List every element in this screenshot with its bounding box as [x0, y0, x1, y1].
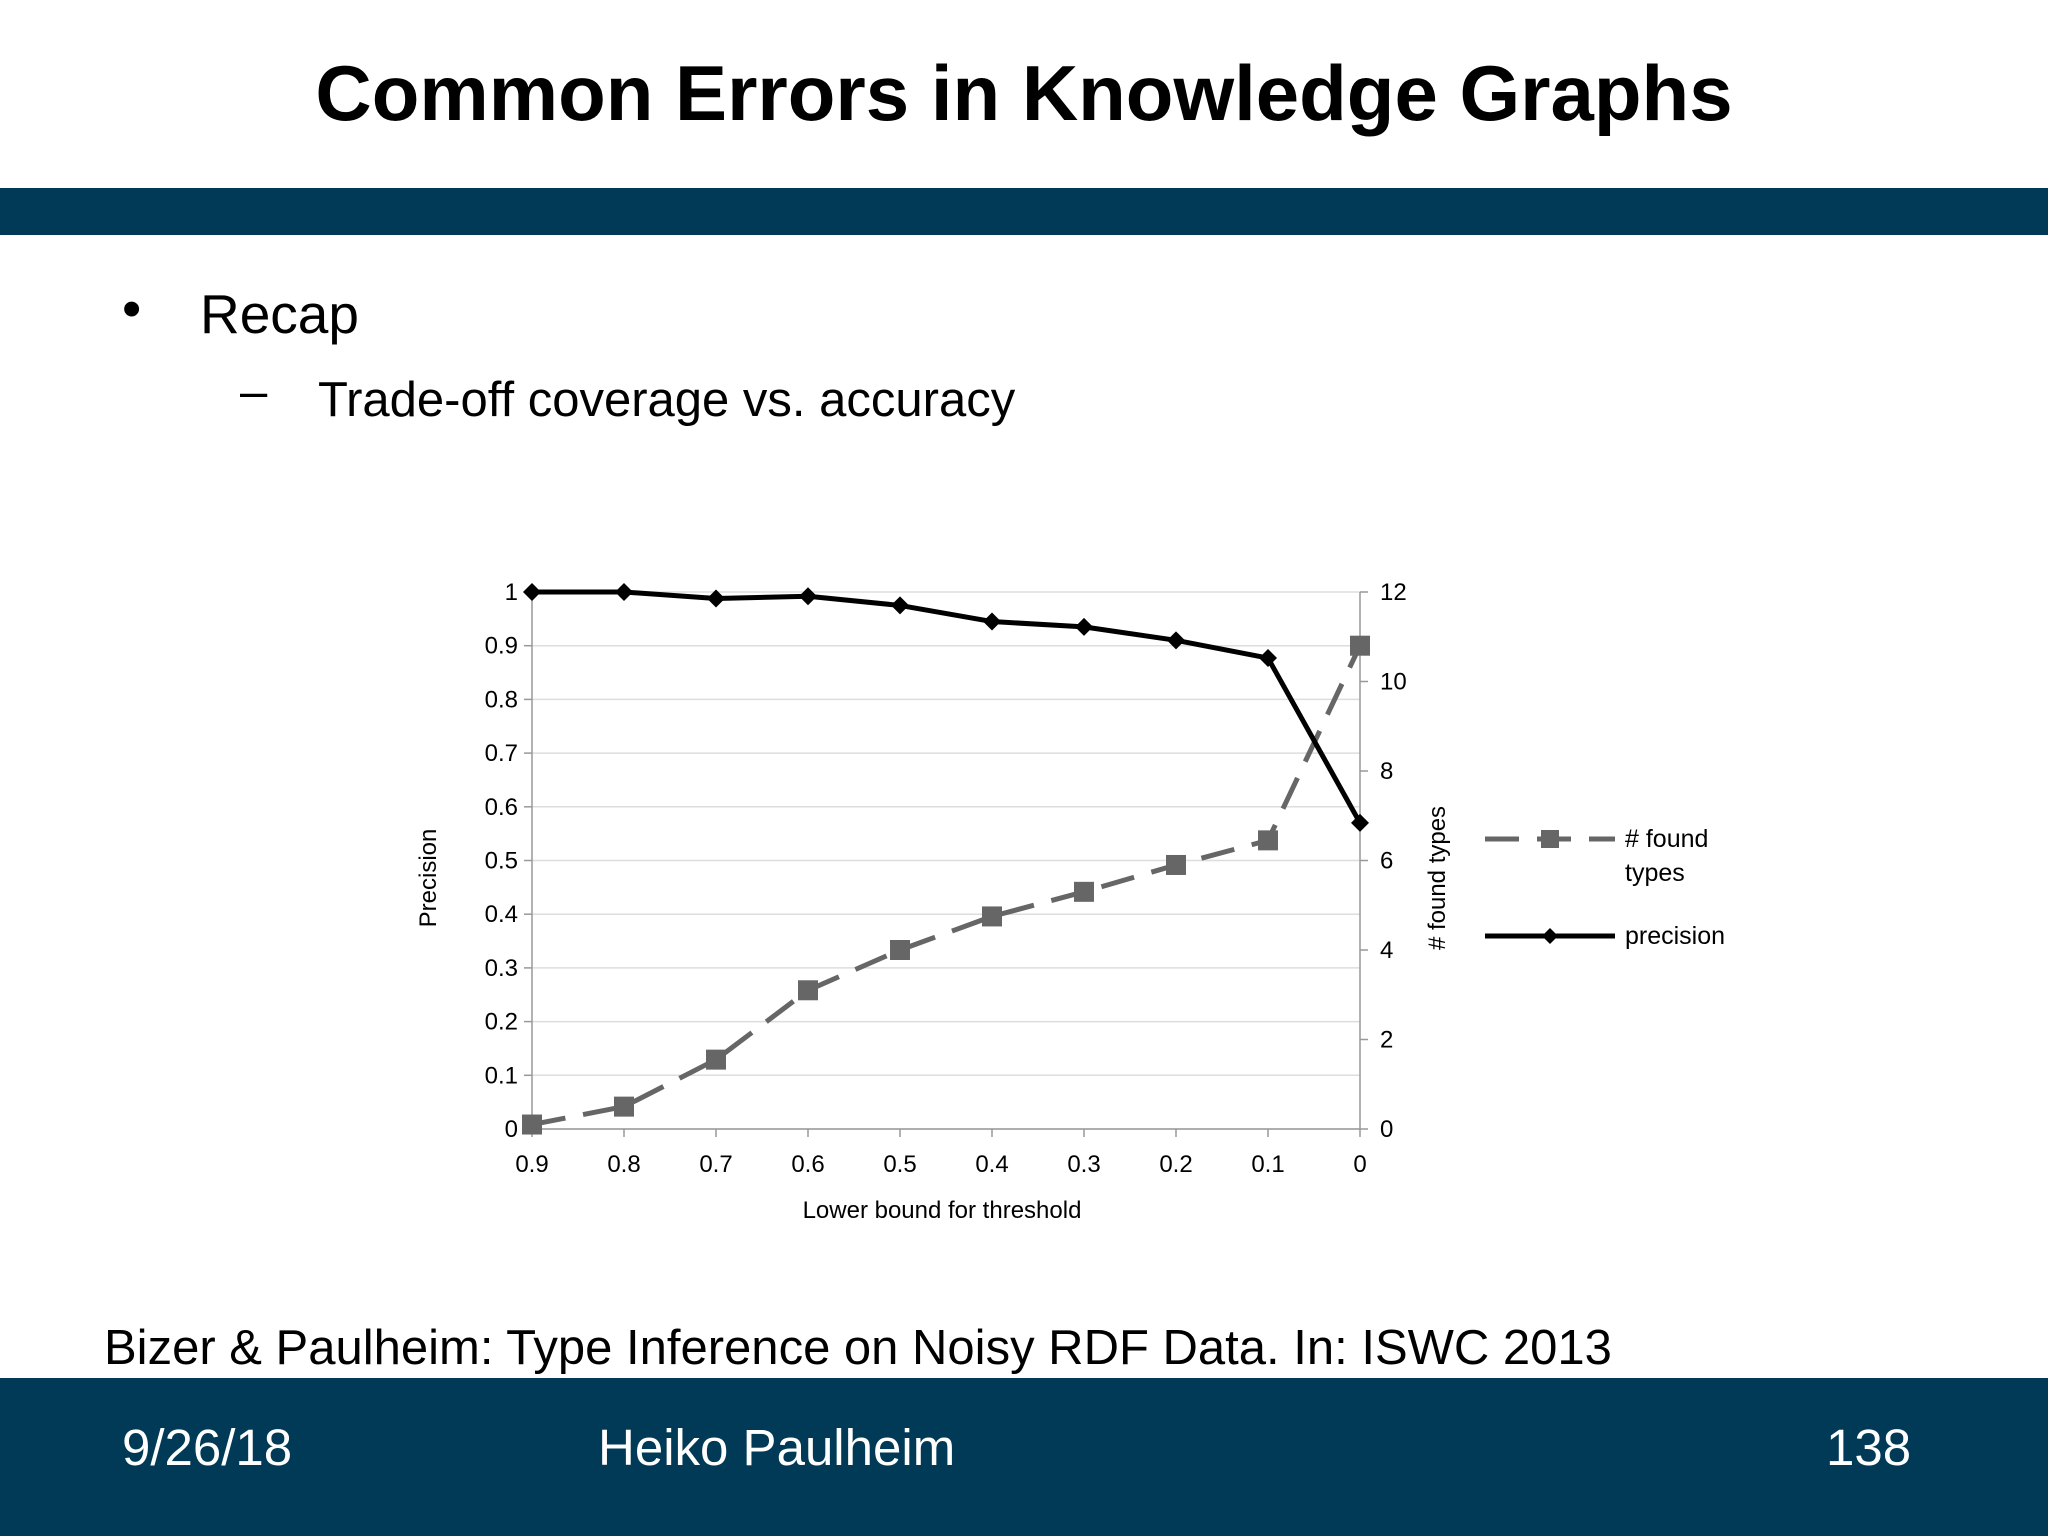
- found-types-point: [1166, 854, 1186, 875]
- y-tick-label: 0: [505, 1116, 518, 1143]
- y-tick-label: 0.7: [485, 740, 518, 767]
- y-tick-label: 0.9: [485, 633, 518, 660]
- found-types-point: [1350, 635, 1370, 656]
- slide-title: Common Errors in Knowledge Graphs: [315, 49, 1733, 137]
- precision-vs-found-types-chart: 00.10.20.30.40.50.60.70.80.910246810120.…: [415, 579, 1725, 1224]
- y-tick-label: 0.2: [485, 1009, 518, 1036]
- x-tick-label: 0.2: [1159, 1151, 1192, 1178]
- precision-line: [532, 589, 1363, 825]
- x-tick-label: 0.7: [699, 1151, 732, 1178]
- x-tick-label: 0.9: [515, 1151, 548, 1178]
- x-axis-label: Lower bound for threshold: [803, 1197, 1082, 1224]
- header-bar: [0, 188, 2048, 235]
- y2-tick-label: 0: [1380, 1116, 1393, 1143]
- y2-axis-label: # found types: [1424, 806, 1451, 950]
- citation: Bizer & Paulheim: Type Inference on Nois…: [104, 1321, 1612, 1375]
- y2-tick-label: 2: [1380, 1027, 1393, 1054]
- bullet-marker: •: [122, 277, 142, 339]
- precision-point: [707, 589, 725, 608]
- y-tick-label: 0.6: [485, 794, 518, 821]
- y2-tick-label: 10: [1380, 669, 1407, 696]
- found-types-point: [890, 940, 910, 960]
- grid-lines: [532, 591, 1360, 1130]
- series: [522, 583, 1370, 1135]
- found-types-point: [522, 1114, 542, 1135]
- precision-point: [1167, 631, 1185, 650]
- precision-point: [799, 587, 817, 606]
- y-tick-label: 0.4: [485, 901, 518, 928]
- x-tick-label: 0: [1353, 1151, 1366, 1178]
- legend-marker-square: [1541, 830, 1559, 848]
- sub-bullet-marker: –: [240, 365, 268, 419]
- y-axis-label: Precision: [415, 829, 442, 928]
- found-types-point: [706, 1049, 726, 1070]
- legend-label: # found types: [1625, 825, 1708, 887]
- x-tick-label: 0.3: [1067, 1151, 1100, 1178]
- found-types-point: [1258, 830, 1278, 851]
- legend-marker-diamond: [1542, 928, 1558, 944]
- precision-point: [615, 583, 633, 601]
- axis-labels: Lower bound for threshold Precision # fo…: [415, 806, 1451, 1224]
- x-tick-label: 0.6: [791, 1151, 824, 1178]
- found-types-point: [982, 906, 1002, 927]
- x-tick-label: 0.4: [975, 1151, 1008, 1178]
- found-types-point: [798, 980, 818, 1001]
- y2-tick-label: 8: [1380, 758, 1393, 785]
- footer-author: Heiko Paulheim: [598, 1419, 956, 1476]
- legend-label: precision: [1625, 922, 1725, 950]
- sub-bullet-text: Trade-off coverage vs. accuracy: [318, 373, 1016, 427]
- y2-tick-label: 6: [1380, 848, 1393, 875]
- axes: 00.10.20.30.40.50.60.70.80.910246810120.…: [485, 579, 1407, 1178]
- bullet-text: Recap: [200, 283, 359, 345]
- x-tick-label: 0.1: [1251, 1151, 1284, 1178]
- y-tick-label: 0.8: [485, 686, 518, 713]
- precision-point: [983, 612, 1001, 631]
- x-tick-label: 0.8: [607, 1151, 640, 1178]
- found-types-point: [1074, 881, 1094, 902]
- precision-point: [523, 583, 541, 601]
- page-number: 138: [1826, 1419, 1912, 1476]
- y-tick-label: 0.3: [485, 955, 518, 982]
- precision-point: [1075, 617, 1093, 636]
- y2-tick-label: 4: [1380, 937, 1393, 964]
- precision-point: [1351, 813, 1369, 832]
- found-types-line: [531, 644, 1363, 1127]
- legend: # found types precision: [1485, 825, 1725, 950]
- y-tick-label: 1: [505, 579, 518, 606]
- footer-bar: 9/26/18 Heiko Paulheim 138: [0, 1378, 2048, 1536]
- y-tick-label: 0.1: [485, 1062, 518, 1089]
- precision-point: [1259, 649, 1277, 668]
- y2-tick-label: 12: [1380, 579, 1407, 606]
- x-tick-label: 0.5: [883, 1151, 916, 1178]
- y-tick-label: 0.5: [485, 848, 518, 875]
- footer-date: 9/26/18: [122, 1419, 293, 1476]
- found-types-point: [614, 1096, 634, 1117]
- precision-point: [891, 596, 909, 615]
